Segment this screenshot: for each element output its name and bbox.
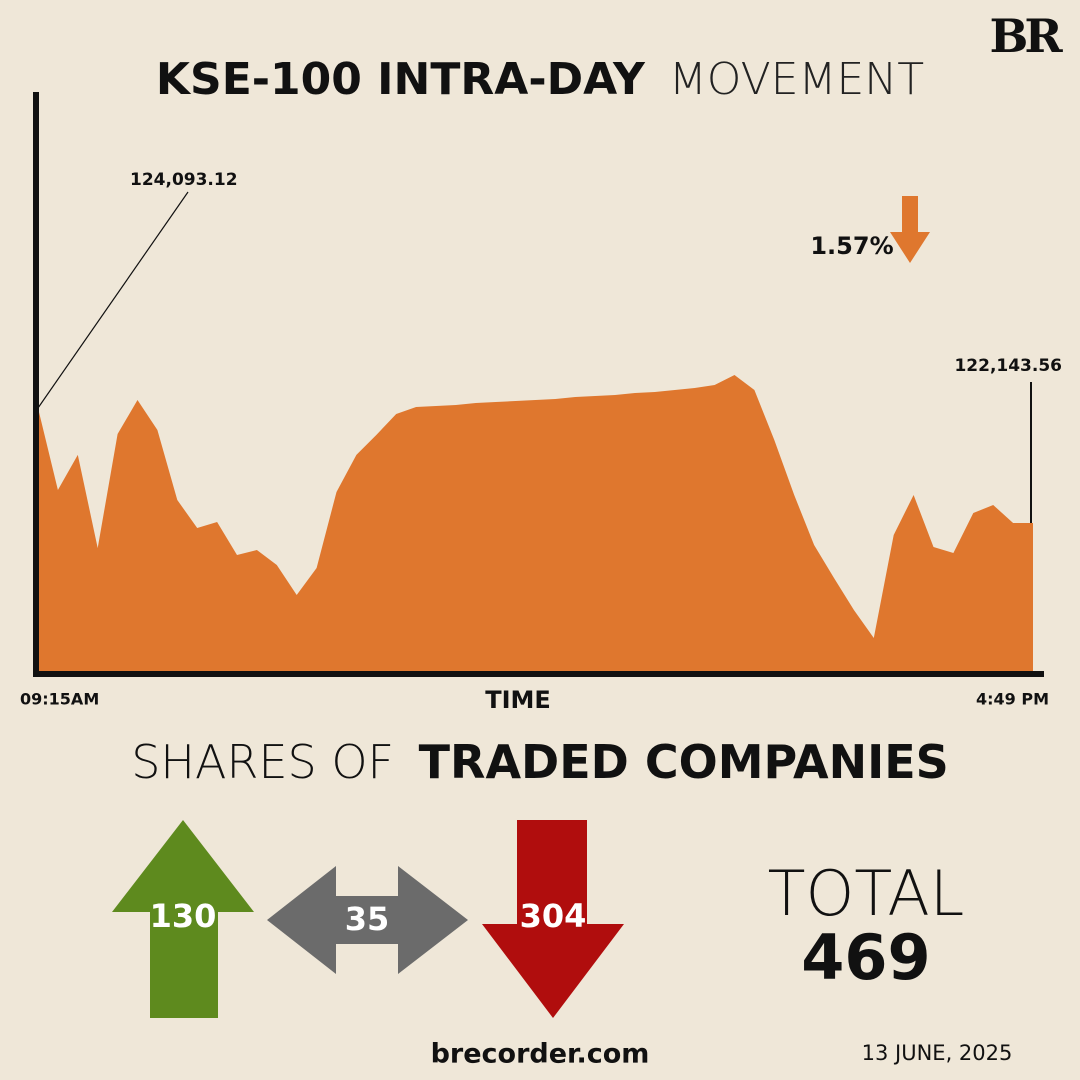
data-label: 122,143.56 xyxy=(954,356,1062,376)
shares-title: SHARES OF TRADED COMPANIES xyxy=(131,735,949,789)
plot xyxy=(38,375,1033,672)
change-label: 1.57% xyxy=(810,232,893,260)
x-tick-label: 4:49 PM xyxy=(976,690,1049,709)
title-light: MOVEMENT xyxy=(669,54,924,105)
total-count: 469 xyxy=(801,921,930,994)
x-tick-label: 09:15AM xyxy=(20,690,99,709)
declined-count: 304 xyxy=(520,897,587,935)
site: brecorder.com xyxy=(431,1039,650,1070)
unchanged-count: 35 xyxy=(345,900,390,938)
down-arrow-icon xyxy=(890,196,930,263)
leader-line xyxy=(37,191,189,409)
chart-title: KSE-100 INTRA-DAY MOVEMENT xyxy=(156,54,924,105)
advanced-count: 130 xyxy=(150,897,217,935)
area xyxy=(38,375,1033,672)
brand-logo: BR xyxy=(989,9,1063,63)
date: 13 JUNE, 2025 xyxy=(862,1041,1013,1065)
title-bold: KSE-100 INTRA-DAY xyxy=(156,54,646,105)
x-axis-label: TIME xyxy=(485,686,551,714)
declined-arrow xyxy=(482,820,624,1018)
advanced-arrow xyxy=(112,820,254,1018)
shares-title-bold: TRADED COMPANIES xyxy=(419,735,949,789)
data-label: 124,093.12 xyxy=(130,170,238,190)
shares-title-light: SHARES OF xyxy=(131,735,394,789)
unchanged-arrow xyxy=(267,866,468,974)
total-label: TOTAL xyxy=(768,857,965,930)
